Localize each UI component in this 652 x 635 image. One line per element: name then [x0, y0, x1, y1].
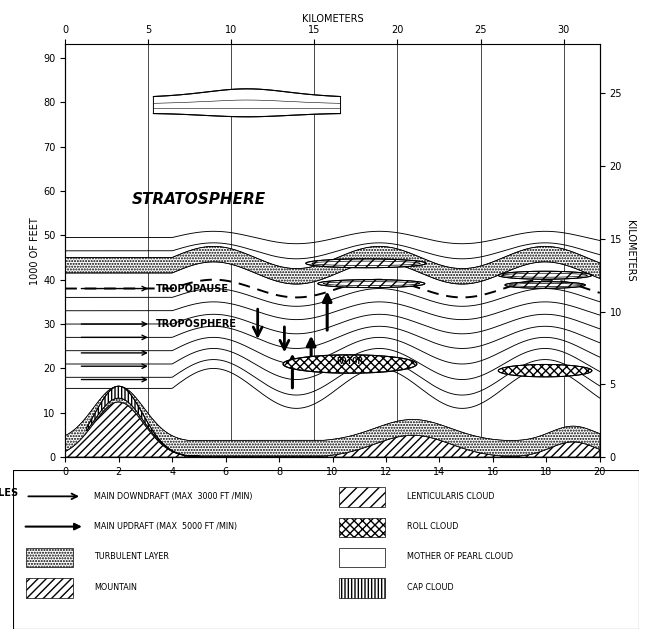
FancyBboxPatch shape: [338, 578, 385, 598]
FancyBboxPatch shape: [25, 578, 72, 598]
Polygon shape: [153, 89, 340, 117]
Polygon shape: [505, 282, 585, 288]
FancyBboxPatch shape: [338, 518, 385, 537]
FancyBboxPatch shape: [25, 548, 72, 568]
Polygon shape: [318, 279, 424, 288]
FancyBboxPatch shape: [338, 548, 385, 568]
Text: MAIN DOWNDRAFT (MAX  3000 FT /MIN): MAIN DOWNDRAFT (MAX 3000 FT /MIN): [95, 492, 253, 501]
FancyBboxPatch shape: [338, 487, 385, 507]
Polygon shape: [65, 386, 600, 456]
Text: LENTICULARIS CLOUD: LENTICULARIS CLOUD: [408, 492, 495, 501]
Polygon shape: [498, 271, 592, 279]
Text: MAIN UPDRAFT (MAX  5000 FT /MIN): MAIN UPDRAFT (MAX 5000 FT /MIN): [95, 522, 237, 531]
Polygon shape: [306, 259, 426, 268]
Text: TROPOSPHERE: TROPOSPHERE: [156, 319, 237, 329]
Polygon shape: [65, 246, 600, 284]
Text: ROTOR: ROTOR: [336, 358, 363, 366]
Text: TURBULENT LAYER: TURBULENT LAYER: [95, 552, 170, 561]
Polygon shape: [65, 402, 600, 457]
X-axis label: KILOMETERS: KILOMETERS: [302, 14, 363, 24]
Text: ROLL CLOUD: ROLL CLOUD: [408, 522, 459, 531]
Text: TROPOPAUSE: TROPOPAUSE: [156, 284, 229, 293]
Y-axis label: KILOMETERS: KILOMETERS: [625, 220, 635, 282]
Y-axis label: 1000 OF FEET: 1000 OF FEET: [31, 217, 40, 284]
Polygon shape: [498, 364, 592, 377]
Polygon shape: [283, 355, 417, 373]
Text: CAP CLOUD: CAP CLOUD: [408, 582, 454, 592]
Text: STRATOSPHERE: STRATOSPHERE: [132, 192, 266, 207]
Text: MOUNTAIN: MOUNTAIN: [95, 582, 138, 592]
Text: MOTHER OF PEARL CLOUD: MOTHER OF PEARL CLOUD: [408, 552, 514, 561]
Text: MILES: MILES: [0, 488, 18, 498]
Polygon shape: [87, 386, 199, 456]
